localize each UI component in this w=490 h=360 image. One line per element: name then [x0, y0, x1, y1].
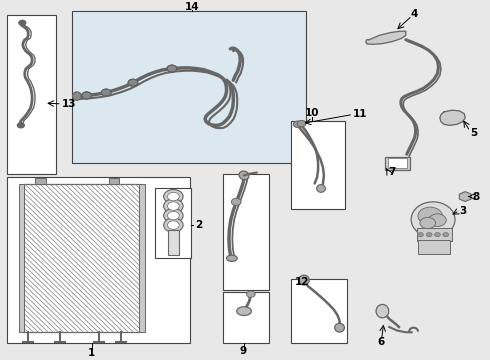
- Circle shape: [168, 202, 179, 210]
- Ellipse shape: [335, 323, 344, 332]
- Circle shape: [101, 89, 111, 96]
- Text: 5: 5: [470, 128, 477, 138]
- Bar: [223, 174, 270, 290]
- Bar: [139, 184, 145, 332]
- Circle shape: [168, 211, 179, 220]
- Circle shape: [443, 233, 449, 237]
- Bar: [20, 184, 25, 332]
- Ellipse shape: [376, 305, 389, 318]
- Ellipse shape: [411, 202, 455, 237]
- Ellipse shape: [73, 92, 81, 100]
- Circle shape: [168, 221, 179, 229]
- Circle shape: [128, 79, 138, 86]
- Polygon shape: [440, 110, 465, 125]
- Circle shape: [168, 192, 179, 201]
- Bar: [385, 157, 410, 170]
- Text: 13: 13: [62, 99, 77, 109]
- Circle shape: [417, 233, 423, 237]
- Polygon shape: [366, 31, 406, 44]
- Text: 12: 12: [295, 277, 310, 287]
- Bar: [7, 177, 190, 343]
- Text: 4: 4: [411, 9, 418, 19]
- Circle shape: [164, 199, 183, 213]
- Bar: [35, 178, 46, 184]
- Bar: [72, 12, 306, 163]
- Bar: [7, 15, 56, 174]
- Circle shape: [164, 208, 183, 222]
- Ellipse shape: [317, 185, 325, 192]
- Bar: [24, 184, 140, 332]
- Text: 8: 8: [472, 192, 480, 202]
- Text: 1: 1: [88, 348, 95, 358]
- Circle shape: [164, 218, 183, 232]
- Circle shape: [429, 214, 446, 226]
- Text: 6: 6: [377, 337, 385, 347]
- Ellipse shape: [226, 255, 237, 261]
- Bar: [388, 158, 407, 168]
- Bar: [168, 230, 179, 255]
- Circle shape: [420, 217, 436, 229]
- Ellipse shape: [237, 307, 251, 315]
- Bar: [155, 188, 192, 258]
- Bar: [223, 292, 270, 343]
- Circle shape: [293, 121, 302, 127]
- Text: 9: 9: [240, 346, 247, 356]
- Circle shape: [164, 189, 183, 204]
- Text: 7: 7: [388, 167, 395, 177]
- Circle shape: [18, 123, 24, 128]
- Text: 2: 2: [196, 220, 202, 230]
- Text: 14: 14: [185, 2, 200, 12]
- Bar: [416, 228, 452, 241]
- Text: 3: 3: [460, 206, 466, 216]
- Circle shape: [246, 291, 255, 297]
- Circle shape: [167, 65, 177, 72]
- Ellipse shape: [239, 171, 249, 180]
- Ellipse shape: [298, 275, 309, 285]
- Circle shape: [297, 120, 306, 127]
- Circle shape: [418, 207, 442, 225]
- Text: 11: 11: [353, 109, 368, 120]
- Bar: [109, 178, 119, 184]
- Bar: [418, 240, 450, 255]
- Bar: [291, 279, 347, 343]
- Bar: [291, 121, 345, 209]
- Circle shape: [231, 198, 241, 205]
- Circle shape: [435, 233, 441, 237]
- Text: 10: 10: [304, 108, 319, 118]
- Circle shape: [82, 92, 92, 99]
- Circle shape: [19, 20, 26, 25]
- Circle shape: [426, 233, 432, 237]
